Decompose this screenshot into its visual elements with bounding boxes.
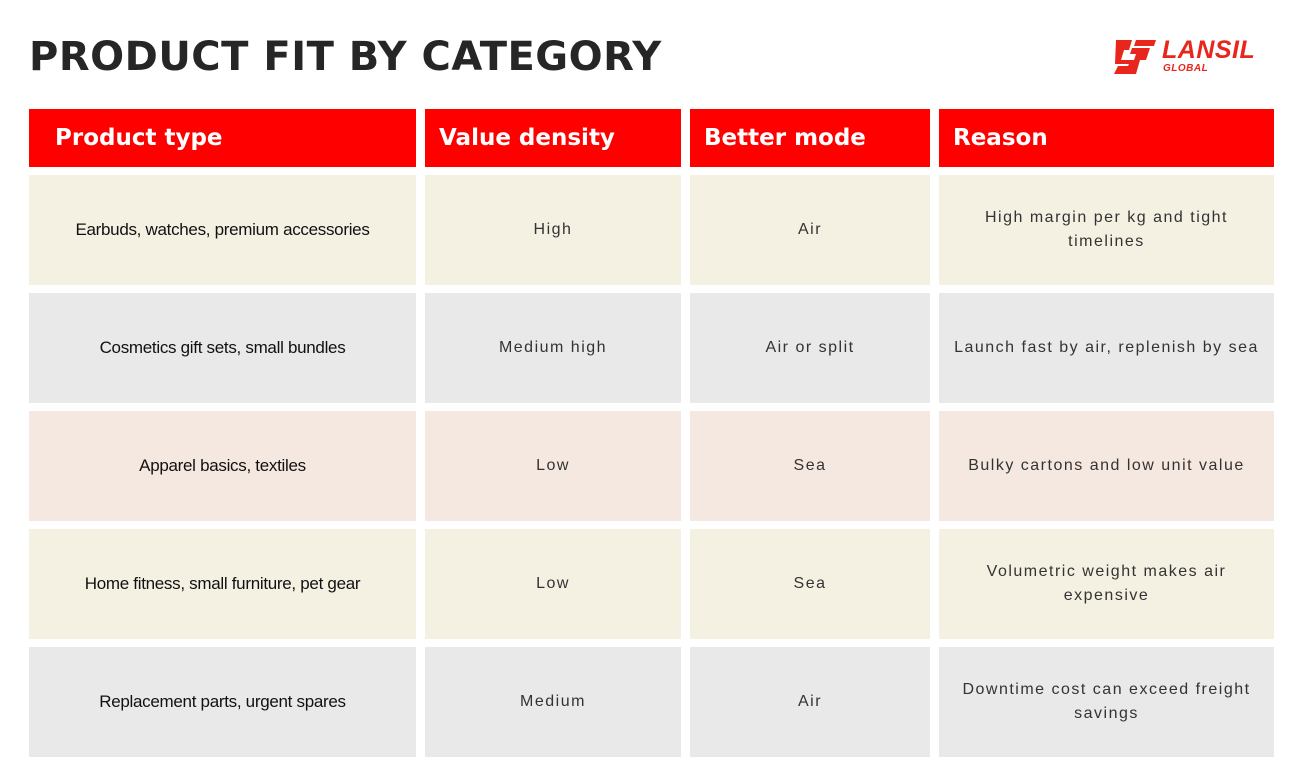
table-cell: Earbuds, watches, premium accessories	[29, 175, 416, 285]
table-cell: High margin per kg and tight timelines	[939, 175, 1274, 285]
table-cell: Medium	[425, 647, 681, 757]
table-cell: Low	[425, 411, 681, 521]
column-header: Product type	[29, 109, 416, 167]
table-cell: Home fitness, small furniture, pet gear	[29, 529, 416, 639]
table-cell: Sea	[690, 411, 930, 521]
table-cell: Bulky cartons and low unit value	[939, 411, 1274, 521]
table-cell: Sea	[690, 529, 930, 639]
logo-subname: GLOBAL	[1163, 63, 1209, 74]
logo-icon	[1114, 40, 1156, 74]
table-cell: Downtime cost can exceed freight savings	[939, 647, 1274, 757]
logo: LANSIL GLOBAL	[1112, 36, 1272, 80]
table-cell: Low	[425, 529, 681, 639]
table: Product type Value density Better mode Reas…	[29, 109, 1274, 757]
table-cell: Medium high	[425, 293, 681, 403]
table-cell: Air or split	[690, 293, 930, 403]
page-title: PRODUCT FIT BY CATEGORY	[29, 34, 662, 80]
table-cell: Air	[690, 647, 930, 757]
table-cell: Launch fast by air, replenish by sea	[939, 293, 1274, 403]
table-cell: Volumetric weight makes air expensive	[939, 529, 1274, 639]
table-cell: Replacement parts, urgent spares	[29, 647, 416, 757]
column-header: Reason	[939, 109, 1274, 167]
table-cell: Air	[690, 175, 930, 285]
column-header: Value density	[425, 109, 681, 167]
column-header: Better mode	[690, 109, 930, 167]
table-cell: High	[425, 175, 681, 285]
table-cell: Cosmetics gift sets, small bundles	[29, 293, 416, 403]
table-cell: Apparel basics, textiles	[29, 411, 416, 521]
logo-name: LANSIL	[1162, 36, 1256, 64]
